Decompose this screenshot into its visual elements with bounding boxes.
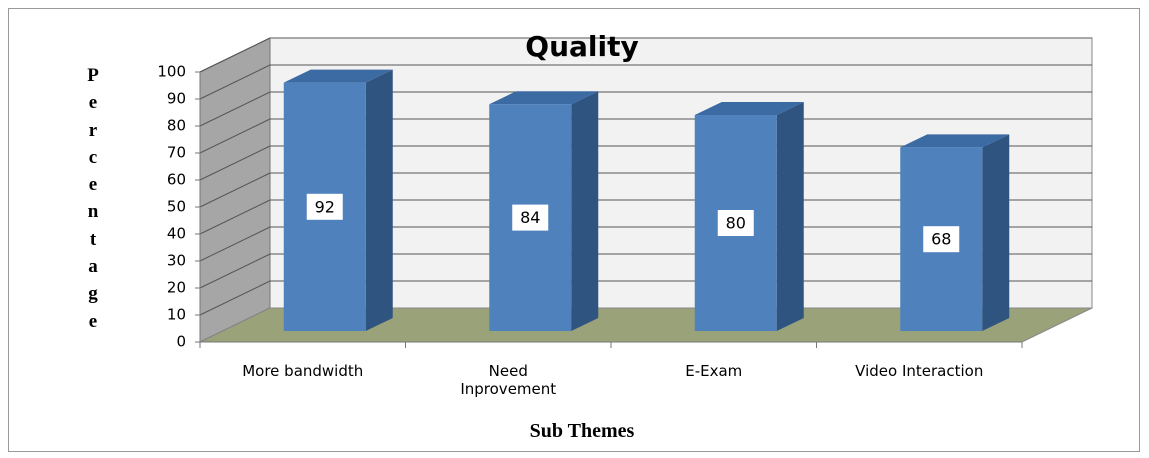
y-tick-label: 40 xyxy=(167,225,186,243)
grid-line xyxy=(199,226,271,262)
grid-line xyxy=(199,199,271,235)
value-label-box xyxy=(306,193,343,220)
y-tick-label: 30 xyxy=(167,252,186,270)
value-label-box xyxy=(923,226,960,253)
value-label: 84 xyxy=(520,208,540,227)
y-tick-label: 90 xyxy=(167,90,186,108)
bar-top xyxy=(283,69,393,83)
y-tick-label: 10 xyxy=(167,306,186,324)
y-tick-label: 20 xyxy=(167,279,186,297)
x-tick-label: Video Interaction xyxy=(855,362,984,380)
value-label-box xyxy=(717,210,754,236)
x-tick-label: More bandwidth xyxy=(242,362,364,380)
bar-top xyxy=(900,134,1010,148)
y-tick-label: 0 xyxy=(176,333,186,351)
bar-side xyxy=(982,134,1010,331)
y-tick-label: 80 xyxy=(167,117,186,135)
grid-line xyxy=(199,91,271,127)
bar-top xyxy=(489,91,599,105)
grid-line xyxy=(199,145,271,181)
y-tick-label: 100 xyxy=(157,63,186,81)
y-axis-label: Percentage xyxy=(87,65,99,332)
grid-line xyxy=(199,118,271,154)
grid-line xyxy=(199,280,271,316)
y-tick-label: 70 xyxy=(167,144,186,162)
chart-title: Quality xyxy=(525,30,638,63)
grid-line xyxy=(199,253,271,289)
bar-side xyxy=(571,91,599,331)
bar-side xyxy=(776,102,804,331)
value-label-box xyxy=(512,204,549,231)
value-label: 68 xyxy=(931,230,951,249)
grid-line xyxy=(199,172,271,208)
bar-top xyxy=(694,102,804,115)
grid-line xyxy=(199,64,271,100)
y-tick-label: 60 xyxy=(167,171,186,189)
value-label: 80 xyxy=(726,214,746,233)
x-axis-label: Sub Themes xyxy=(529,420,635,442)
bar-side xyxy=(365,69,393,331)
y-tick-label: 50 xyxy=(167,198,186,216)
grid-line xyxy=(199,37,271,73)
x-tick-label: E-Exam xyxy=(685,362,743,380)
x-tick-label: Need Inprovement xyxy=(460,362,557,398)
value-label: 92 xyxy=(315,197,335,216)
